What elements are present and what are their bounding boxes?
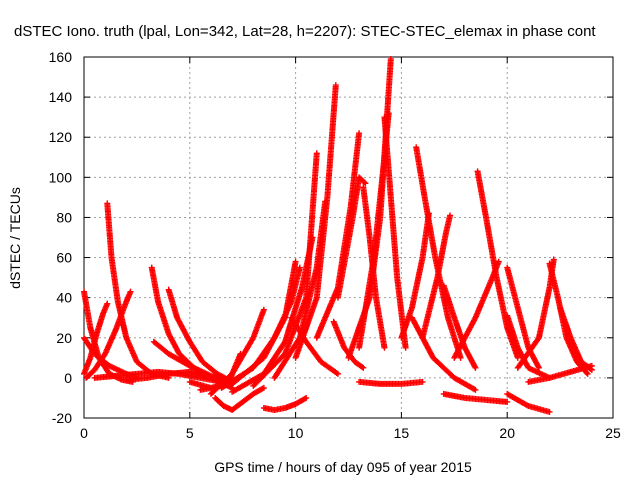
y-tick-label: 0 [64, 370, 72, 386]
data-point [260, 306, 267, 313]
data-marks [81, 56, 595, 415]
data-series [212, 384, 267, 413]
plot-frame [83, 56, 614, 419]
x-tick-label: 20 [499, 425, 515, 441]
data-series [81, 300, 111, 377]
y-axis-label: dSTEC / TECUs [7, 187, 23, 289]
y-tick-label: 80 [56, 209, 72, 225]
data-series [165, 286, 236, 385]
data-series [356, 378, 426, 387]
data-series [292, 82, 339, 361]
y-tick-label: 60 [56, 250, 72, 266]
data-series [381, 114, 409, 351]
x-tick-label: 0 [80, 425, 88, 441]
data-point [313, 150, 320, 157]
data-series [504, 390, 553, 415]
data-point [292, 258, 299, 265]
x-tick-label: 25 [605, 425, 621, 441]
x-tick-label: 10 [288, 425, 304, 441]
data-series [104, 200, 172, 381]
x-tick-label: 15 [394, 425, 410, 441]
axes: 0 5 10 15 20 25 -20 0 20 40 60 80 100 120 140 160 [49, 49, 621, 441]
x-axis-label: GPS time / hours of day 095 of year 2015 [214, 459, 472, 475]
data-series [288, 314, 341, 377]
data-series [260, 394, 310, 413]
data-point [104, 300, 111, 307]
data-point [260, 384, 267, 391]
data-series [440, 390, 511, 405]
data-point [296, 264, 303, 271]
data-series [546, 260, 591, 377]
data-point [303, 394, 310, 401]
data-series [451, 258, 502, 361]
y-tick-label: 100 [49, 169, 73, 185]
chart-title: dSTEC Iono. truth (lpal, Lon=342, Lat=28… [14, 23, 596, 40]
y-tick-label: 140 [49, 89, 73, 105]
y-tick-label: 20 [56, 330, 72, 346]
y-tick-label: 40 [56, 290, 72, 306]
data-point [332, 82, 339, 89]
data-point [127, 288, 134, 295]
data-series [218, 264, 303, 391]
y-tick-label: 120 [49, 129, 73, 145]
x-tick-label: 5 [186, 425, 194, 441]
y-tick-label: -20 [52, 410, 72, 426]
y-tick-label: 160 [49, 49, 73, 65]
